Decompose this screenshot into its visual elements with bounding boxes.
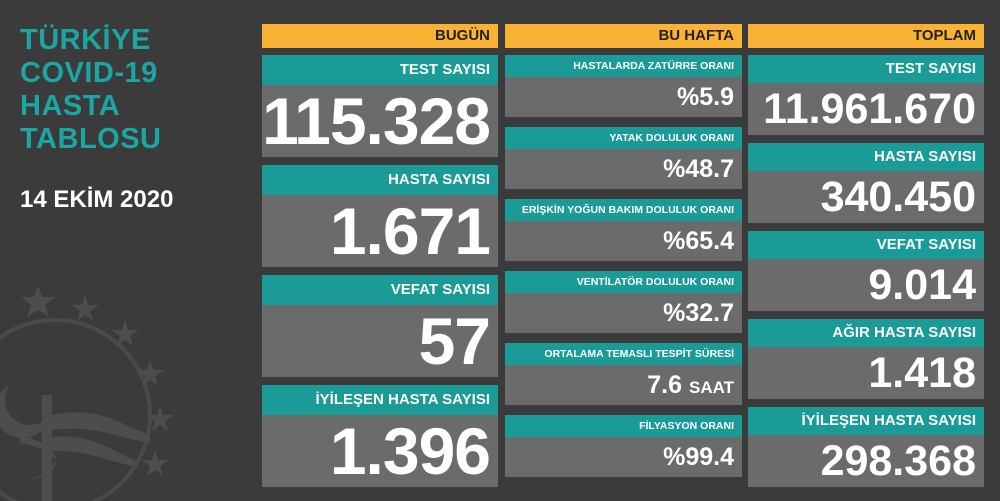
ministry-emblem-icon: [0, 285, 174, 501]
card-label: ORTALAMA TEMASLI TESPİT SÜRESİ: [505, 343, 742, 365]
title-line: TÜRKİYE: [20, 24, 151, 56]
card-value: 1.671: [329, 194, 491, 267]
card-label: TEST SAYISI: [262, 55, 498, 85]
card-unit: SAAT: [688, 378, 734, 397]
card-value: %5.9: [677, 83, 734, 111]
total-test-card: TEST SAYISI 11.961.670: [748, 55, 984, 135]
today-deaths-card: VEFAT SAYISI 57: [262, 275, 498, 377]
card-label: ERİŞKİN YOĞUN BAKIM DOLULUK ORANI: [505, 199, 742, 221]
total-critical-card: AĞIR HASTA SAYISI 1.418: [748, 319, 984, 399]
card-label: VENTİLATÖR DOLULUK ORANI: [505, 271, 742, 293]
page-title: TÜRKİYE COVID-19 HASTA TABLOSU: [20, 24, 240, 156]
week-contact-time-card: ORTALAMA TEMASLI TESPİT SÜRESİ 7.6 SAAT: [505, 343, 742, 405]
card-label: HASTA SAYISI: [748, 143, 984, 171]
total-recovered-card: İYİLEŞEN HASTA SAYISI 298.368: [748, 407, 984, 487]
report-date: 14 EKİM 2020: [20, 186, 174, 213]
card-value: %48.7: [663, 155, 734, 183]
card-value: %32.7: [663, 299, 734, 327]
title-line: TABLOSU: [20, 123, 162, 155]
header-this-week: BU HAFTA: [505, 24, 742, 48]
card-value: 298.368: [820, 437, 976, 485]
total-deaths-card: VEFAT SAYISI 9.014: [748, 231, 984, 311]
title-line: COVID-19: [20, 57, 158, 89]
card-value: %65.4: [663, 227, 734, 255]
card-value: 9.014: [868, 261, 976, 309]
today-recovered-card: İYİLEŞEN HASTA SAYISI 1.396: [262, 385, 498, 487]
total-cases-card: HASTA SAYISI 340.450: [748, 143, 984, 223]
title-line: HASTA: [20, 90, 121, 122]
card-label: VEFAT SAYISI: [262, 275, 498, 305]
card-value: 340.450: [820, 173, 976, 221]
card-value: 115.328: [262, 84, 491, 157]
card-label: HASTALARDA ZATÜRRE ORANI: [505, 55, 742, 77]
card-label: AĞIR HASTA SAYISI: [748, 319, 984, 347]
week-bed-occupancy-card: YATAK DOLULUK ORANI %48.7: [505, 127, 742, 189]
card-value: 7.6 SAAT: [647, 371, 734, 399]
card-label: TEST SAYISI: [748, 55, 984, 83]
card-label: FİLYASYON ORANI: [505, 415, 742, 437]
card-label: İYİLEŞEN HASTA SAYISI: [262, 385, 498, 415]
card-value: 11.961.670: [763, 85, 976, 133]
week-icu-occupancy-card: ERİŞKİN YOĞUN BAKIM DOLULUK ORANI %65.4: [505, 199, 742, 261]
week-filiation-card: FİLYASYON ORANI %99.4: [505, 415, 742, 477]
card-value: 1.418: [868, 349, 976, 397]
card-value: 1.396: [329, 414, 491, 487]
header-total: TOPLAM: [748, 24, 984, 48]
week-ventilator-card: VENTİLATÖR DOLULUK ORANI %32.7: [505, 271, 742, 333]
card-value: 57: [418, 304, 491, 377]
card-label: VEFAT SAYISI: [748, 231, 984, 259]
card-value: %99.4: [663, 443, 734, 471]
today-test-card: TEST SAYISI 115.328: [262, 55, 498, 157]
header-today: BUGÜN: [262, 24, 498, 48]
card-label: İYİLEŞEN HASTA SAYISI: [748, 407, 984, 435]
card-label: YATAK DOLULUK ORANI: [505, 127, 742, 149]
card-label: HASTA SAYISI: [262, 165, 498, 195]
today-cases-card: HASTA SAYISI 1.671: [262, 165, 498, 267]
week-pneumonia-card: HASTALARDA ZATÜRRE ORANI %5.9: [505, 55, 742, 117]
